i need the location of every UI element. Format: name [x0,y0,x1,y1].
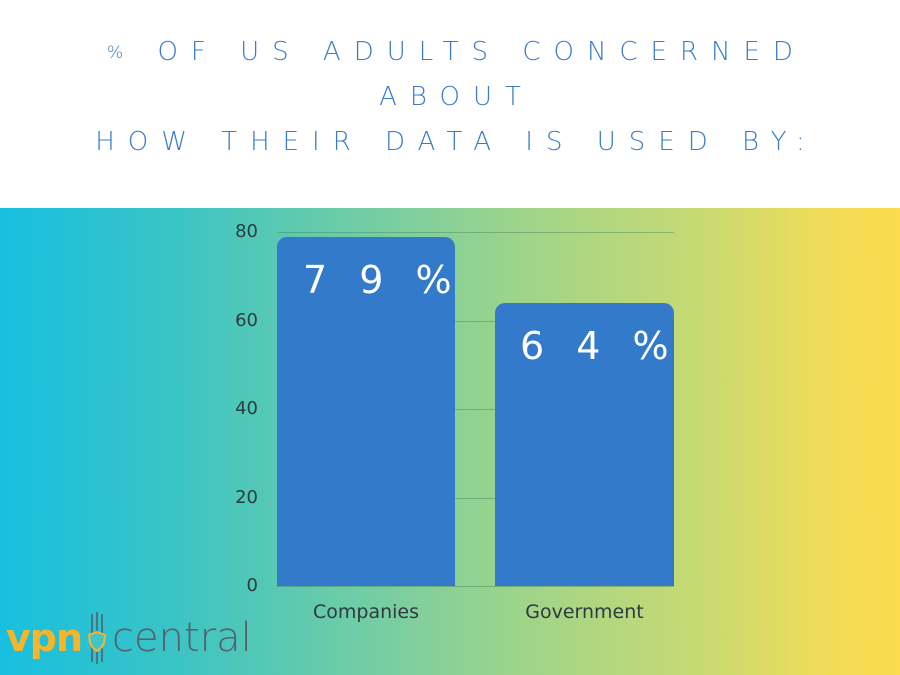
logo-central-text: central [112,615,252,661]
bar-companies [277,237,455,586]
y-tick-40: 40 [235,398,258,419]
chart-title-line-1: % OF US ADULTS CONCERNED [0,37,900,68]
title-text-1: OF US ADULTS CONCERNED [157,37,806,67]
x-tick-companies: Companies [312,601,419,623]
y-tick-80: 80 [235,221,258,242]
gridline-0 [277,586,674,587]
percent-sign: % [107,43,137,63]
gridline-80 [277,232,674,233]
chart-title-line-2: ABOUT [379,82,534,112]
title-area: % OF US ADULTS CONCERNED ABOUT HOW THEIR… [0,0,900,208]
bar-label-government: 6 4 % [520,324,679,368]
y-tick-0: 0 [246,575,258,596]
bar-label-companies: 7 9 % [303,258,462,302]
shield-icon [87,612,107,664]
y-tick-60: 60 [235,310,258,331]
gridline-20 [277,498,674,499]
vpncentral-logo: vpn central [6,612,252,664]
x-tick-government: Government [525,601,644,623]
gridline-60 [277,321,674,322]
gridline-40 [277,409,674,410]
y-tick-20: 20 [235,487,258,508]
logo-vpn-text: vpn [6,616,83,660]
chart-title-line-3: HOW THEIR DATA IS USED BY: [95,127,818,157]
bar-government [495,303,674,586]
